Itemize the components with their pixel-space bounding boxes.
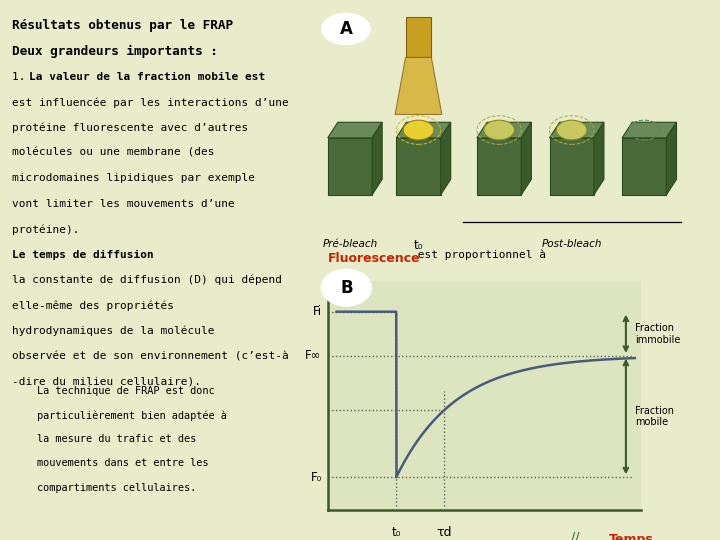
Text: Pré-bleach: Pré-bleach xyxy=(323,239,377,249)
Text: molécules ou une membrane (des: molécules ou une membrane (des xyxy=(12,148,215,158)
Polygon shape xyxy=(328,122,382,138)
Text: Fi: Fi xyxy=(312,305,322,318)
Text: F₀: F₀ xyxy=(310,471,322,484)
Text: hydrodynamiques de la molécule: hydrodynamiques de la molécule xyxy=(12,326,215,336)
Circle shape xyxy=(321,269,372,306)
Text: la constante de diffusion (D) qui dépend: la constante de diffusion (D) qui dépend xyxy=(12,275,282,285)
Polygon shape xyxy=(549,122,604,138)
Text: particulièrement bien adaptée à: particulièrement bien adaptée à xyxy=(37,410,227,421)
Text: t₀: t₀ xyxy=(392,526,401,539)
FancyBboxPatch shape xyxy=(549,138,594,195)
FancyBboxPatch shape xyxy=(622,138,667,195)
FancyBboxPatch shape xyxy=(477,138,521,195)
Text: Le temps de diffusion: Le temps de diffusion xyxy=(12,249,154,260)
Text: Fluorescence: Fluorescence xyxy=(328,252,420,265)
Text: Deux grandeurs importants :: Deux grandeurs importants : xyxy=(12,45,218,58)
Circle shape xyxy=(557,120,587,140)
Text: vont limiter les mouvements d’une: vont limiter les mouvements d’une xyxy=(12,199,235,209)
Polygon shape xyxy=(405,17,431,57)
Text: Fraction
immobile: Fraction immobile xyxy=(635,323,680,345)
Text: compartiments cellulaires.: compartiments cellulaires. xyxy=(37,483,196,492)
Text: t₀: t₀ xyxy=(414,239,423,252)
Text: Temps: Temps xyxy=(608,534,653,540)
Polygon shape xyxy=(667,122,677,195)
Polygon shape xyxy=(521,122,531,195)
Text: τd: τd xyxy=(436,526,451,539)
Text: microdomaines lipidiques par exemple: microdomaines lipidiques par exemple xyxy=(12,173,256,184)
Text: est proportionnel à: est proportionnel à xyxy=(410,249,546,260)
Text: 1.: 1. xyxy=(12,72,32,82)
Circle shape xyxy=(484,120,514,140)
Text: protéine).: protéine). xyxy=(12,224,80,234)
Text: La valeur de la fraction mobile est: La valeur de la fraction mobile est xyxy=(29,72,265,82)
Text: -dire du milieu cellulaire).: -dire du milieu cellulaire). xyxy=(12,376,202,387)
Text: la mesure du trafic et des: la mesure du trafic et des xyxy=(37,434,196,444)
Polygon shape xyxy=(396,122,451,138)
Text: Fraction
mobile: Fraction mobile xyxy=(635,406,674,427)
Text: Post-bleach: Post-bleach xyxy=(541,239,602,249)
Text: est influencée par les interactions d’une: est influencée par les interactions d’un… xyxy=(12,97,289,107)
Polygon shape xyxy=(477,122,531,138)
Polygon shape xyxy=(372,122,382,195)
Text: Résultats obtenus par le FRAP: Résultats obtenus par le FRAP xyxy=(12,19,233,32)
Polygon shape xyxy=(441,122,451,195)
Text: A: A xyxy=(339,20,352,38)
Text: observée et de son environnement (c’est-à: observée et de son environnement (c’est-… xyxy=(12,351,289,361)
Text: B: B xyxy=(340,279,353,296)
Polygon shape xyxy=(395,57,442,114)
Text: F∞: F∞ xyxy=(305,349,322,362)
Polygon shape xyxy=(622,122,677,138)
Text: mouvements dans et entre les: mouvements dans et entre les xyxy=(37,458,208,468)
Text: La technique de FRAP est donc: La technique de FRAP est donc xyxy=(37,386,215,396)
Text: protéine fluorescente avec d’autres: protéine fluorescente avec d’autres xyxy=(12,123,248,133)
Text: //: // xyxy=(571,531,580,540)
FancyBboxPatch shape xyxy=(328,138,372,195)
Polygon shape xyxy=(594,122,604,195)
FancyBboxPatch shape xyxy=(396,138,441,195)
Text: elle-même des propriétés: elle-même des propriétés xyxy=(12,300,174,310)
Circle shape xyxy=(322,14,370,44)
Circle shape xyxy=(403,120,433,140)
